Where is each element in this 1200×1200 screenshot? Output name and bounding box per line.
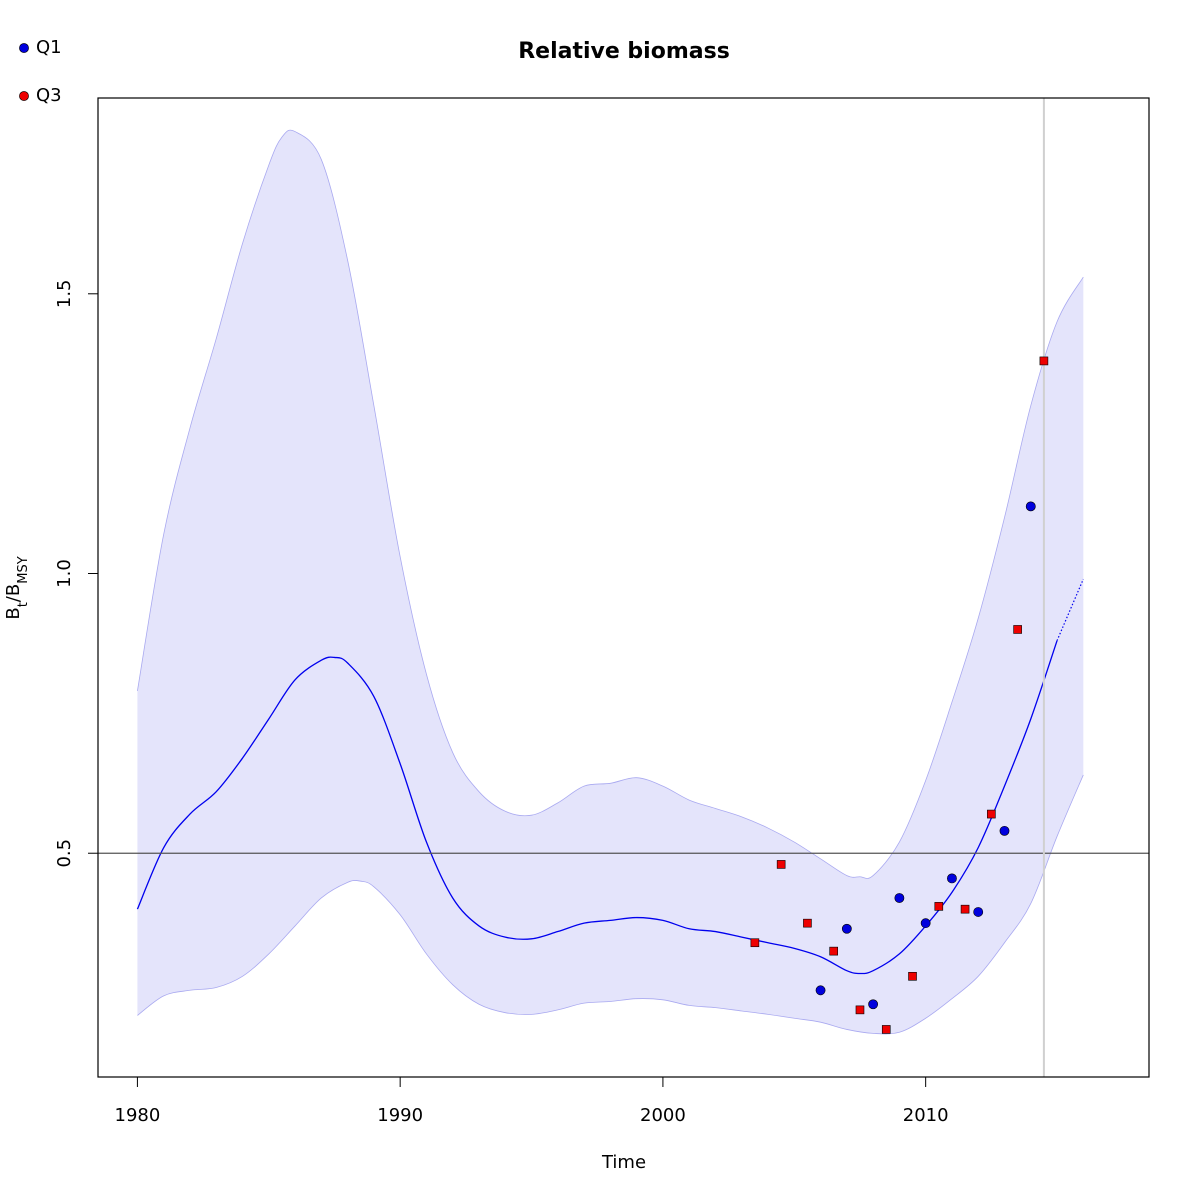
y-tick-label: 1.5 <box>54 279 75 308</box>
q3-point <box>934 902 944 911</box>
x-axis-title: Time <box>601 1152 646 1173</box>
x-tick-label: 2000 <box>640 1105 686 1126</box>
q1-point <box>999 825 1010 836</box>
q3-point <box>829 946 839 956</box>
q3-point <box>803 918 812 928</box>
q3-point <box>750 938 760 948</box>
y-axis: 0.5 1.0 1.5 <box>54 279 99 868</box>
x-tick-label: 1980 <box>115 1105 161 1126</box>
q3-point <box>987 809 996 819</box>
reference-lines-layer <box>98 98 1149 1077</box>
q3-point <box>881 1025 891 1034</box>
y-axis-title-sub2: MSY <box>16 556 31 583</box>
legend-label-q1: Q1 <box>36 37 62 58</box>
observation-points-layer <box>750 356 1049 1034</box>
legend-marker-q3 <box>19 91 29 101</box>
x-tick-label: 1990 <box>377 1105 423 1126</box>
y-axis-title-sep: / <box>3 595 24 602</box>
prediction-line <box>1056 578 1084 641</box>
legend-marker-q1 <box>19 43 29 53</box>
q1-point <box>947 873 957 884</box>
y-tick-label: 0.5 <box>54 839 75 868</box>
y-axis-title-sub: t <box>16 602 31 607</box>
q3-point <box>776 860 786 869</box>
legend-label-q3: Q3 <box>36 85 62 106</box>
q1-point <box>841 923 852 934</box>
q1-point <box>1025 501 1036 512</box>
q3-point <box>1013 625 1022 634</box>
estimate-line-layer <box>136 578 1084 975</box>
confidence-band-upper-edge <box>137 129 1084 879</box>
q3-point <box>908 971 917 981</box>
q3-point <box>1039 356 1049 366</box>
q3-point <box>855 1005 865 1015</box>
confidence-band-layer <box>137 129 1084 1035</box>
legend: Q1 Q3 <box>19 37 62 106</box>
q1-point <box>894 893 905 903</box>
q1-point <box>920 918 931 929</box>
y-axis-title-base: B <box>3 607 24 619</box>
q1-point <box>868 999 879 1010</box>
estimate-line <box>136 640 1058 975</box>
y-axis-title: Bt/BMSY <box>3 556 31 619</box>
q1-point <box>973 907 984 917</box>
chart-title: Relative biomass <box>518 39 730 64</box>
y-tick-label: 1.0 <box>54 559 75 588</box>
confidence-band <box>137 130 1084 1034</box>
x-tick-label: 2010 <box>903 1105 949 1126</box>
x-axis: 1980 1990 2000 2010 <box>115 1076 949 1126</box>
confidence-band-lower-edge <box>137 774 1084 1035</box>
y-axis-title-base2: B <box>3 584 24 596</box>
q3-point <box>960 904 970 914</box>
q1-point <box>815 985 826 996</box>
